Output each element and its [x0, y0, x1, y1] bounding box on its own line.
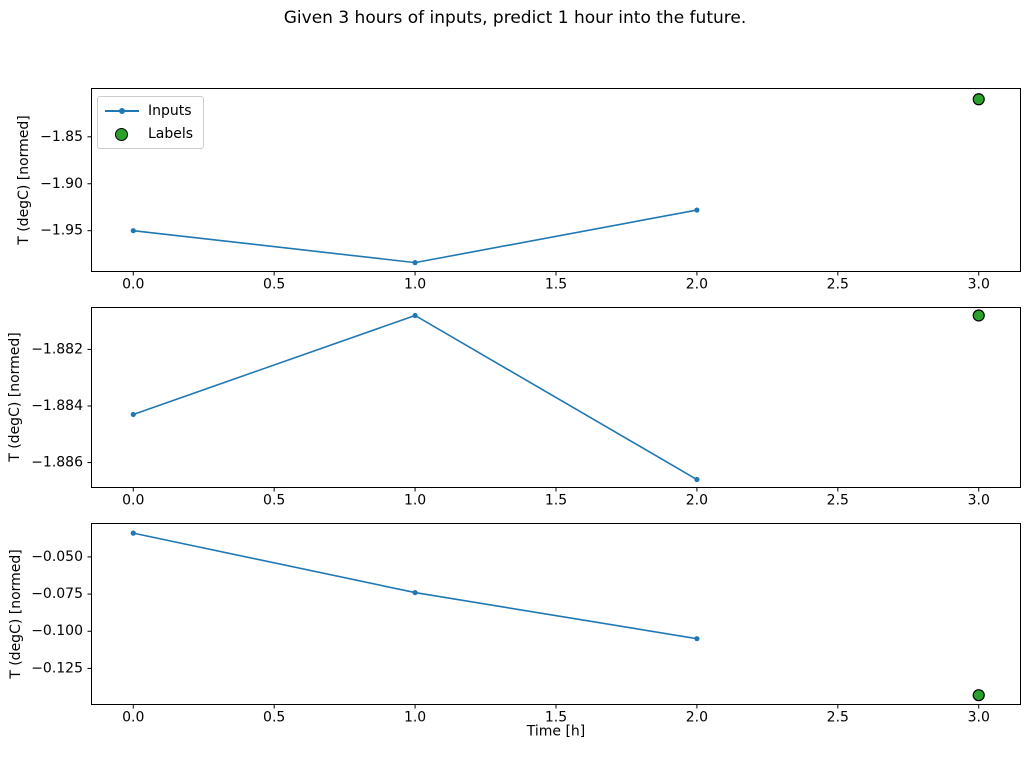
- subplot-2-plot-area: 0.0 0.5 1.0 1.5 2.0 2.5 3.0 −1.882 −1.884 −1.886: [31, 307, 1021, 509]
- inputs-point-marker: [694, 207, 700, 213]
- legend-item-inputs: Inputs: [105, 101, 193, 121]
- x-tick-label: 1.0: [404, 710, 426, 726]
- x-tick-label: 1.0: [404, 277, 426, 293]
- labels-point-marker: [972, 689, 985, 702]
- x-tick-label: 0.5: [263, 710, 285, 726]
- x-tick-label: 0.5: [263, 277, 285, 293]
- inputs-point-marker: [694, 636, 700, 642]
- subplot-1-plot-area: 0.0 0.5 1.0 1.5 2.0 2.5 3.0 −1.85 −1.90 −1.95: [40, 88, 1021, 293]
- x-tick-label: 0.0: [122, 493, 144, 509]
- legend-label-inputs: Inputs: [148, 103, 192, 119]
- subplot-3-plot-area: 0.0 0.5 1.0 1.5 2.0 2.5 3.0 −0.050 −0.075 −0.100 −…: [31, 523, 1021, 740]
- inputs-point-marker: [130, 411, 136, 418]
- y-tick-label: −0.125: [31, 660, 83, 676]
- y-tick-label: −1.884: [31, 398, 83, 414]
- inputs-line: [133, 532, 698, 640]
- x-tick-label: 3.0: [968, 710, 990, 726]
- x-tick-label: 1.5: [545, 277, 567, 293]
- y-tick-label: −0.075: [31, 586, 83, 602]
- subplot-3-y-axis-label: T (degC) [normed]: [8, 549, 24, 679]
- y-tick-label: −1.85: [40, 129, 83, 145]
- x-tick-label: 1.0: [404, 493, 426, 509]
- inputs-point-marker: [412, 589, 418, 596]
- legend-label-labels: Labels: [148, 126, 194, 142]
- y-tick-label: −0.100: [31, 623, 83, 639]
- labels-point-marker: [972, 93, 985, 106]
- x-axis-label: Time [h]: [526, 724, 586, 740]
- x-tick-label: 2.0: [686, 710, 708, 726]
- inputs-point-marker: [130, 228, 136, 234]
- x-tick-label: 2.5: [827, 710, 849, 726]
- x-tick-label: 3.0: [968, 493, 990, 509]
- axes-frame: [91, 523, 1021, 705]
- figure-title: Given 3 hours of inputs, predict 1 hour …: [283, 8, 747, 28]
- subplot-2-y-axis-label: T (degC) [normed]: [7, 332, 23, 462]
- y-tick-label: −1.882: [31, 341, 83, 357]
- subplot-1-y-axis-label: T (degC) [normed]: [16, 115, 32, 245]
- axes-frame: [91, 88, 1021, 272]
- x-tick-label: 1.5: [545, 493, 567, 509]
- x-tick-label: 3.0: [968, 277, 990, 293]
- x-tick-label: 1.5: [545, 710, 567, 726]
- x-tick-label: 0.0: [122, 710, 144, 726]
- inputs-line: [133, 209, 698, 264]
- inputs-point-marker: [412, 312, 418, 319]
- inputs-point-marker: [694, 476, 700, 483]
- y-tick-label: −1.95: [40, 223, 83, 239]
- labels-point-marker: [972, 309, 985, 322]
- y-tick-label: −0.050: [31, 549, 83, 565]
- x-tick-label: 2.5: [827, 277, 849, 293]
- y-tick-label: −1.90: [40, 176, 83, 192]
- inputs-point-marker: [412, 260, 418, 266]
- y-tick-label: −1.886: [31, 455, 83, 471]
- x-tick-label: 2.0: [686, 277, 708, 293]
- inputs-line: [133, 314, 698, 481]
- axes-frame: [91, 307, 1021, 488]
- x-tick-label: 2.0: [686, 493, 708, 509]
- x-tick-label: 2.5: [827, 493, 849, 509]
- labels-circle-icon: [105, 127, 139, 141]
- legend-item-labels: Labels: [105, 124, 193, 144]
- legend: Inputs Labels: [97, 96, 205, 149]
- inputs-point-marker: [130, 530, 136, 536]
- x-tick-label: 0.5: [263, 493, 285, 509]
- x-tick-label: 0.0: [122, 277, 144, 293]
- inputs-line-icon: [105, 104, 139, 118]
